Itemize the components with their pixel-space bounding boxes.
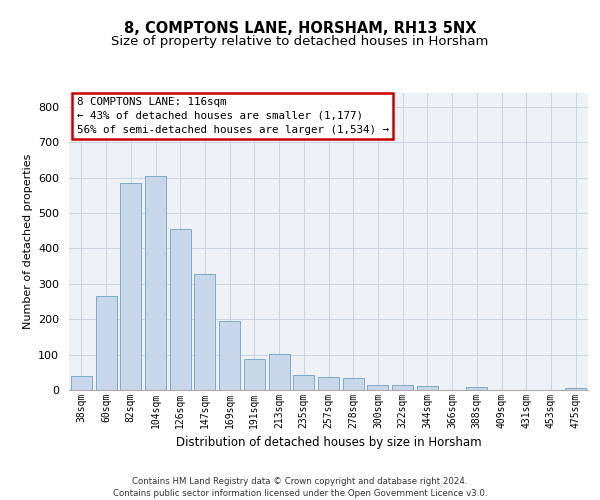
Text: Size of property relative to detached houses in Horsham: Size of property relative to detached ho… [112,35,488,48]
Bar [565,388,586,390]
Bar [120,183,141,390]
Bar [466,387,487,390]
Bar [392,386,413,390]
Y-axis label: Number of detached properties: Number of detached properties [23,154,32,329]
Bar [269,354,290,390]
Bar [95,296,116,390]
Bar [318,376,339,390]
Bar [417,386,438,390]
Bar [170,229,191,390]
Bar [71,376,92,390]
Text: 8, COMPTONS LANE, HORSHAM, RH13 5NX: 8, COMPTONS LANE, HORSHAM, RH13 5NX [124,21,476,36]
Bar [145,176,166,390]
Text: 8 COMPTONS LANE: 116sqm
← 43% of detached houses are smaller (1,177)
56% of semi: 8 COMPTONS LANE: 116sqm ← 43% of detache… [77,97,389,135]
Text: Contains HM Land Registry data © Crown copyright and database right 2024.
Contai: Contains HM Land Registry data © Crown c… [113,476,487,498]
X-axis label: Distribution of detached houses by size in Horsham: Distribution of detached houses by size … [176,436,481,450]
Bar [219,320,240,390]
Bar [194,274,215,390]
Bar [244,359,265,390]
Bar [343,378,364,390]
Bar [293,375,314,390]
Bar [367,386,388,390]
